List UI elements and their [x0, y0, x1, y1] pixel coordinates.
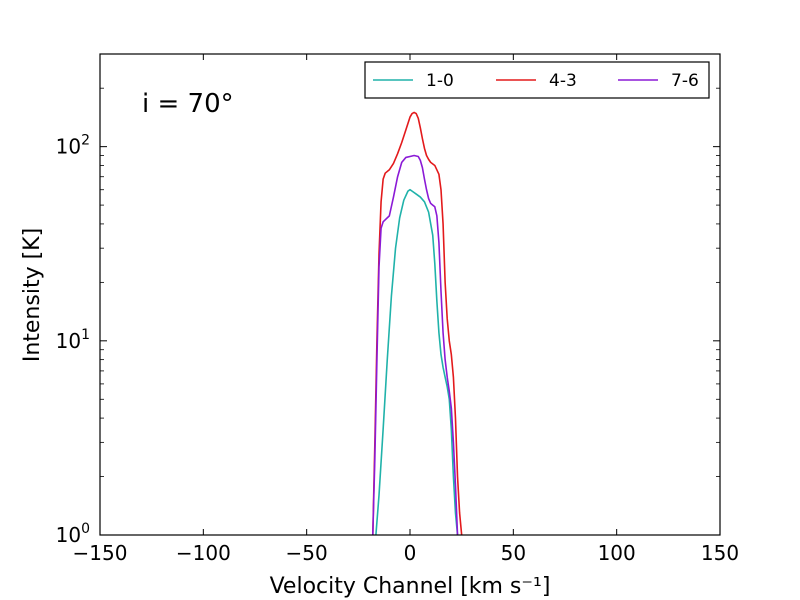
x-tick-label: −50 — [286, 541, 328, 565]
series-line-2 — [372, 111, 463, 535]
series-line-1 — [375, 188, 459, 535]
x-tick-label: 50 — [501, 541, 526, 565]
series-line-3 — [372, 154, 459, 535]
x-tick-label: −100 — [176, 541, 231, 565]
x-tick-label: −150 — [73, 541, 128, 565]
x-axis-label: Velocity Channel [km s⁻¹] — [270, 574, 551, 599]
legend-label-2: 4-3 — [549, 71, 577, 91]
x-tick-label: 150 — [701, 541, 739, 565]
series-layer — [372, 111, 463, 535]
annotation-inclination: i = 70° — [142, 89, 234, 119]
x-tick-label: 0 — [404, 541, 417, 565]
legend: 1-0 4-3 7-6 — [364, 61, 710, 99]
x-tick-label: 100 — [598, 541, 636, 565]
legend-label-1: 1-0 — [426, 71, 454, 91]
legend-label-3: 7-6 — [671, 71, 699, 91]
y-axis-label: Intensity [K] — [20, 228, 45, 362]
